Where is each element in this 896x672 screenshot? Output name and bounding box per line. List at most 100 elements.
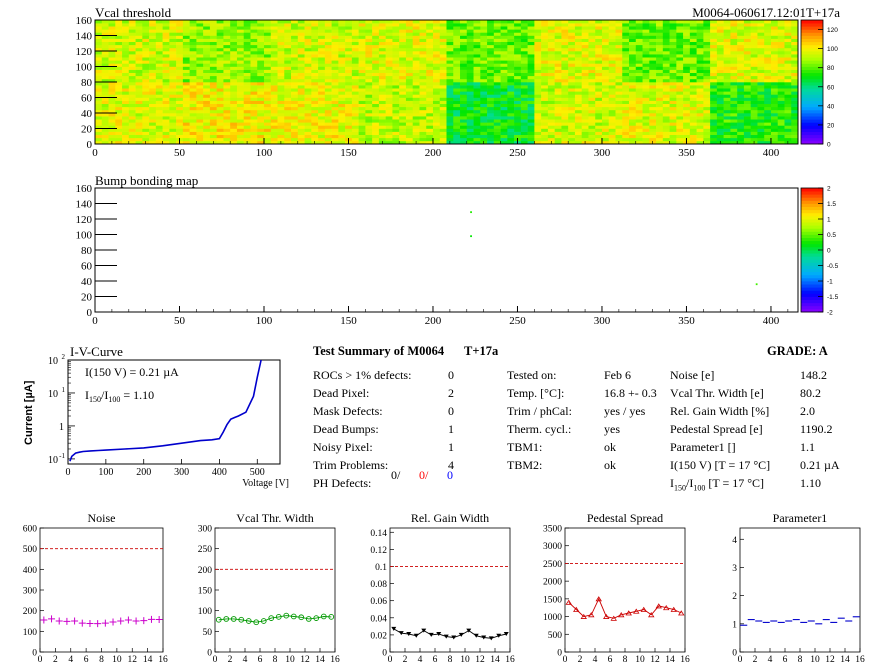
vcal-cell bbox=[791, 85, 799, 89]
vcal-cell bbox=[595, 103, 603, 108]
vcal-cell bbox=[622, 60, 630, 64]
vcal-cell bbox=[568, 72, 576, 77]
vcal-cell bbox=[514, 47, 522, 52]
vcal-cell bbox=[460, 113, 468, 117]
vcal-cell bbox=[209, 103, 217, 108]
vcal-cell bbox=[182, 47, 190, 52]
vcal-cell bbox=[392, 32, 400, 36]
vcal-cell bbox=[142, 63, 150, 67]
vcal-cell bbox=[203, 51, 211, 55]
vcal-cell bbox=[426, 137, 434, 142]
vcal-cell bbox=[547, 82, 555, 86]
vcal-cell bbox=[629, 51, 637, 55]
vcal-cell bbox=[95, 20, 103, 24]
chart-point bbox=[443, 634, 449, 639]
vcal-cell bbox=[791, 23, 799, 27]
vcal-cell bbox=[554, 23, 562, 27]
chart-x-tick-label: 8 bbox=[99, 655, 104, 665]
vcal-cell bbox=[162, 75, 170, 80]
vcal-cell bbox=[750, 26, 758, 30]
vcal-cell bbox=[737, 100, 745, 104]
vcal-cell bbox=[453, 23, 461, 27]
vcal-cell bbox=[419, 82, 427, 86]
vcal-cell bbox=[318, 103, 326, 108]
vcal-cell bbox=[277, 72, 285, 77]
vcal-cell bbox=[696, 131, 704, 135]
chart-point bbox=[678, 610, 685, 616]
vcal-cell bbox=[351, 109, 359, 114]
vcal-cell bbox=[426, 91, 434, 95]
vcal-cell bbox=[703, 60, 711, 64]
vcal-cell bbox=[757, 103, 765, 108]
vcal-cell bbox=[439, 63, 447, 67]
vcal-cell bbox=[372, 94, 380, 98]
vcal-cell bbox=[365, 47, 373, 52]
vcal-cell bbox=[764, 29, 772, 33]
chart-x-tick-label: 6 bbox=[258, 655, 263, 665]
vcal-cell bbox=[162, 137, 170, 142]
vcal-cell bbox=[358, 100, 366, 104]
vcal-cell bbox=[399, 116, 407, 120]
vcal-cell bbox=[791, 78, 799, 83]
vcal-cell bbox=[284, 32, 292, 36]
vcal-cell bbox=[568, 57, 576, 61]
vcal-cell bbox=[547, 26, 555, 30]
vcal-cell bbox=[291, 26, 299, 30]
vcal-cell bbox=[405, 60, 413, 64]
vcal-cell bbox=[351, 72, 359, 77]
vcal-cell bbox=[473, 20, 481, 24]
vcal-cell bbox=[554, 35, 562, 39]
vcal-cell bbox=[331, 72, 339, 77]
vcal-cell bbox=[561, 60, 569, 64]
vcal-cell bbox=[500, 88, 508, 92]
vcal-cell bbox=[743, 109, 751, 114]
vcal-cell bbox=[162, 97, 170, 101]
vcal-cell bbox=[405, 57, 413, 61]
vcal-cell bbox=[656, 106, 664, 111]
vcal-cell bbox=[770, 38, 779, 42]
vcal-cell bbox=[507, 20, 515, 24]
vcal-cell bbox=[257, 38, 265, 42]
vcal-cell bbox=[162, 72, 170, 77]
vcal-cell bbox=[257, 119, 265, 123]
vcal-cell bbox=[277, 125, 285, 129]
chart-title: Parameter1 bbox=[773, 511, 828, 525]
vcal-cell bbox=[581, 97, 589, 101]
vcal-cell bbox=[257, 23, 265, 27]
vcal-cell bbox=[493, 106, 501, 111]
vcal-cell bbox=[95, 116, 103, 120]
vcal-cell bbox=[378, 38, 386, 42]
vcal-cell bbox=[460, 103, 468, 108]
vcal-cell bbox=[581, 23, 589, 27]
vcal-cell bbox=[405, 47, 413, 52]
vcal-cell bbox=[270, 38, 278, 42]
vcal-cell bbox=[446, 41, 454, 46]
vcal-cell bbox=[737, 116, 745, 120]
vcal-cell bbox=[122, 109, 130, 114]
vcal-cell bbox=[615, 100, 623, 104]
vcal-cell bbox=[236, 54, 245, 58]
chart-x-tick-label: 8 bbox=[798, 655, 803, 665]
vcal-cell bbox=[770, 91, 779, 95]
vcal-cell bbox=[392, 137, 400, 142]
vcal-cell bbox=[351, 20, 359, 24]
vcal-cell bbox=[534, 128, 542, 132]
vcal-cell bbox=[412, 103, 420, 108]
vcal-cell bbox=[588, 35, 596, 39]
vcal-cell bbox=[95, 72, 103, 77]
vcal-cell bbox=[426, 44, 434, 49]
vcal-cell bbox=[770, 69, 779, 73]
vcal-cell bbox=[277, 134, 285, 139]
vcal-cell bbox=[642, 54, 650, 58]
vcal-cell bbox=[291, 100, 299, 104]
chart-point bbox=[328, 614, 335, 620]
vcal-cell bbox=[723, 57, 731, 61]
vcal-cell bbox=[635, 69, 643, 73]
vcal-cell bbox=[203, 57, 211, 61]
vcal-cell bbox=[291, 97, 299, 101]
vcal-cell bbox=[385, 29, 393, 33]
vcal-cell bbox=[595, 85, 603, 89]
vcal-cell bbox=[642, 134, 650, 139]
chart-point bbox=[320, 613, 327, 620]
vcal-cell bbox=[656, 66, 664, 70]
